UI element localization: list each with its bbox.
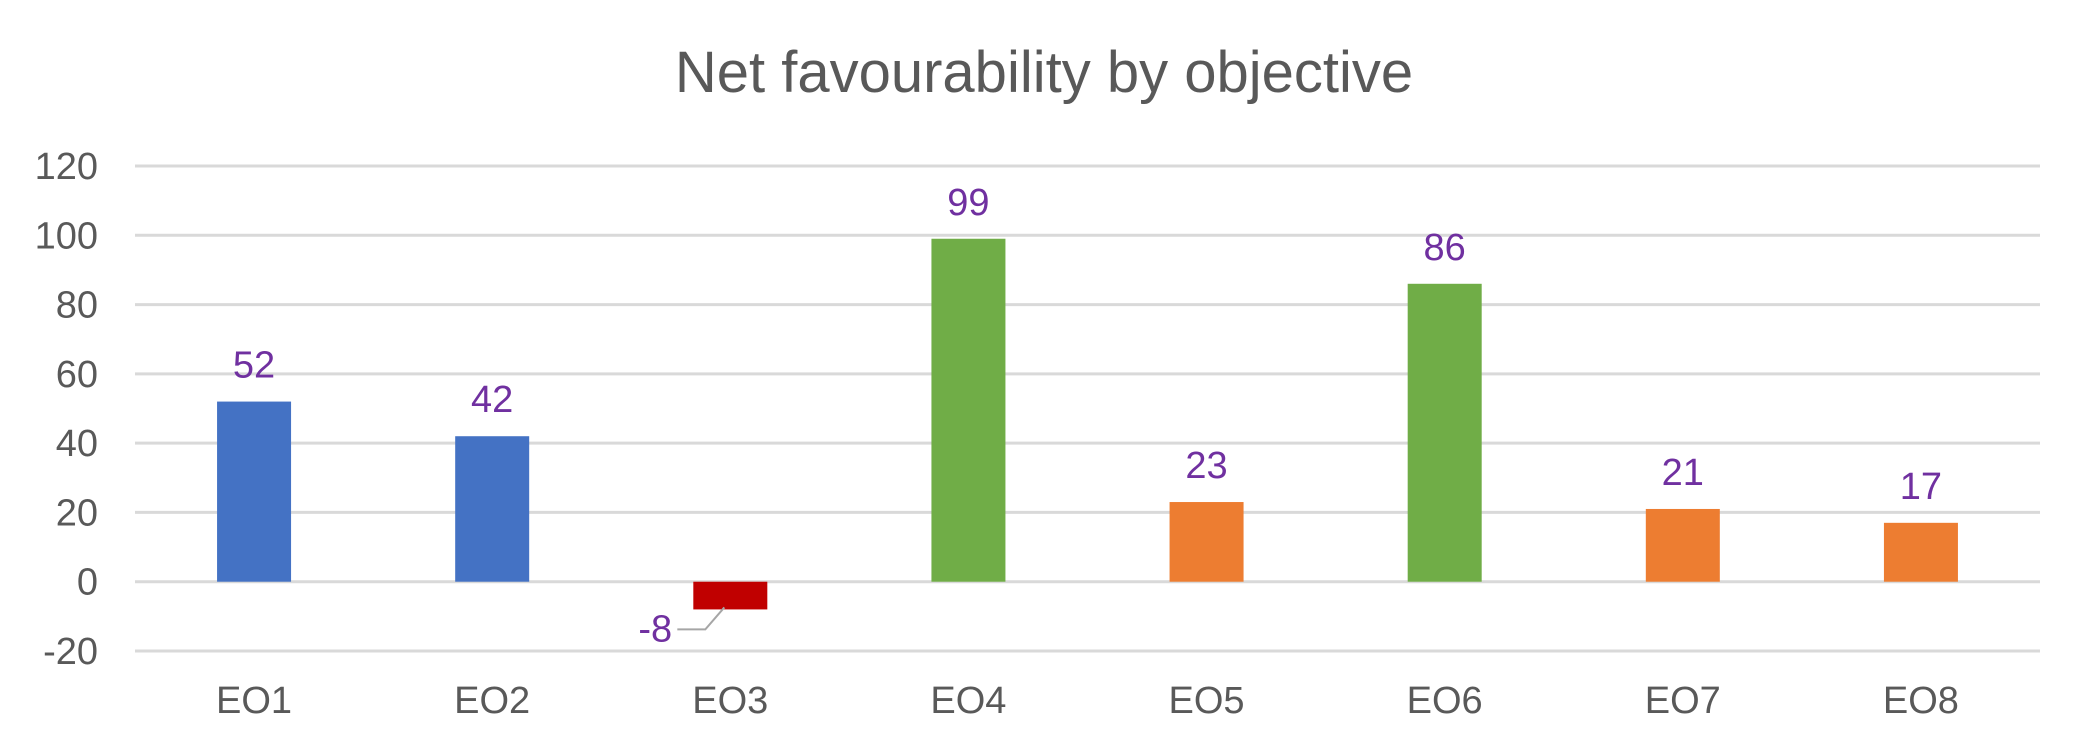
bar-eo4 — [931, 238, 1006, 582]
x-category-label-eo2: EO2 — [454, 680, 530, 722]
data-label-eo7: 21 — [1662, 452, 1704, 494]
x-category-label-eo5: EO5 — [1169, 680, 1245, 722]
y-tick-label: 40 — [56, 423, 98, 465]
gridlines — [135, 164, 2040, 653]
data-label-leader-line — [677, 606, 726, 631]
y-tick-label: 80 — [56, 285, 98, 327]
y-tick-label: 20 — [56, 492, 98, 534]
data-label-eo2: 42 — [471, 379, 513, 421]
y-tick-label: 120 — [35, 146, 98, 188]
y-axis-tick-labels: 120 100 80 60 40 20 0 -20 — [35, 146, 98, 673]
data-labels: 52 42 -8 99 23 86 21 17 — [233, 182, 1942, 651]
chart-title: Net favourability by objective — [675, 40, 1413, 105]
bar-eo8 — [1883, 522, 1958, 582]
x-category-label-eo8: EO8 — [1883, 680, 1959, 722]
data-label-eo8: 17 — [1900, 466, 1942, 508]
y-tick-label: -20 — [43, 631, 98, 673]
x-category-label-eo3: EO3 — [692, 680, 768, 722]
data-label-eo4: 99 — [947, 182, 989, 224]
bar-eo2 — [455, 436, 530, 582]
y-tick-label: 0 — [77, 562, 98, 604]
bars — [217, 238, 1958, 610]
y-tick-label: 60 — [56, 354, 98, 396]
x-category-label-eo7: EO7 — [1645, 680, 1721, 722]
x-axis-category-labels: EO1 EO2 EO3 EO4 EO5 EO6 EO7 EO8 — [216, 680, 1959, 722]
bar-eo1 — [217, 401, 292, 582]
bar-eo6 — [1407, 283, 1482, 582]
bar-eo3 — [693, 581, 768, 610]
bar-eo5 — [1169, 502, 1244, 582]
x-category-label-eo1: EO1 — [216, 680, 292, 722]
data-label-eo1: 52 — [233, 345, 275, 387]
x-category-label-eo6: EO6 — [1407, 680, 1483, 722]
x-category-label-eo4: EO4 — [930, 680, 1006, 722]
data-label-eo6: 86 — [1424, 227, 1466, 269]
data-label-eo3: -8 — [638, 608, 672, 650]
data-label-eo5: 23 — [1185, 445, 1227, 487]
y-tick-label: 100 — [35, 215, 98, 257]
bar-eo7 — [1645, 508, 1720, 582]
